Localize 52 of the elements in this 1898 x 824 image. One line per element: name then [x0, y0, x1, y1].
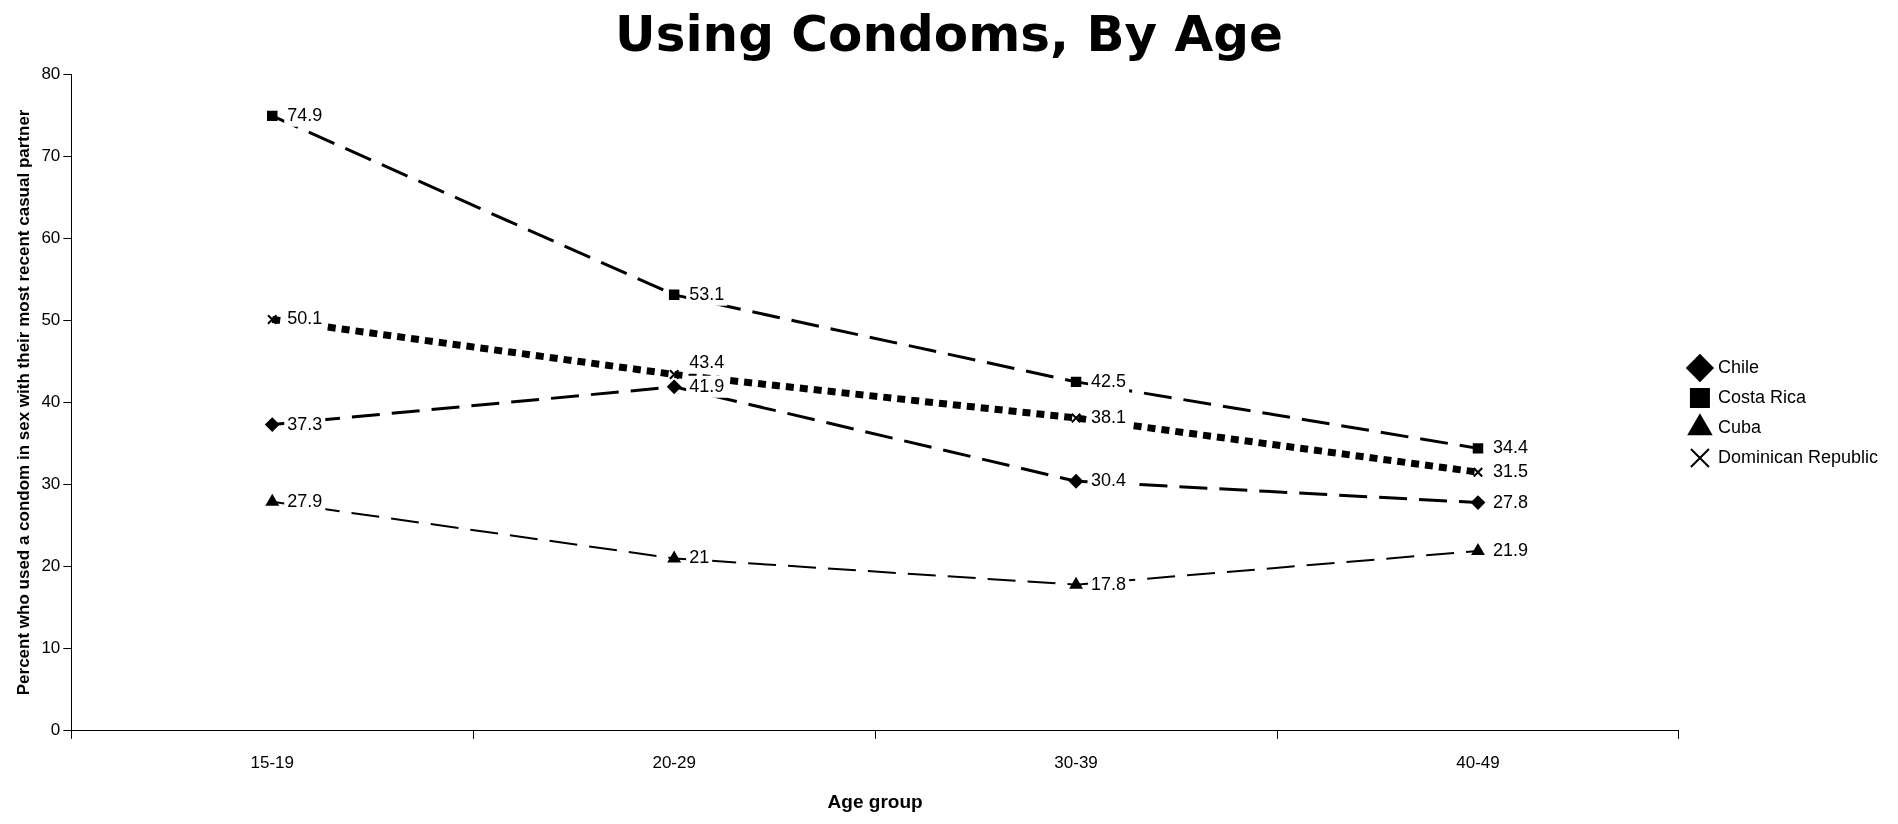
x-tick-label: 40-49 — [1456, 752, 1500, 772]
x-tick-label: 30-39 — [1054, 752, 1098, 772]
point — [265, 417, 280, 432]
data-label: 53.1 — [689, 283, 725, 304]
data-label: 38.1 — [1091, 406, 1127, 427]
data-label: 50.1 — [287, 308, 323, 329]
data-label: 37.3 — [287, 413, 323, 434]
data-label: 17.8 — [1091, 573, 1127, 594]
point — [1069, 474, 1084, 489]
data-label: 43.4 — [689, 351, 725, 372]
data-label: 41.9 — [689, 375, 725, 396]
point — [667, 379, 682, 394]
data-label: 74.9 — [287, 104, 323, 125]
data-label: 42.5 — [1091, 370, 1127, 391]
point — [668, 289, 680, 301]
x-tick-label: 15-19 — [250, 752, 294, 772]
point — [1069, 577, 1083, 589]
data-label: 27.8 — [1492, 491, 1529, 512]
y-tick-label: 50 — [41, 309, 61, 329]
data-label: 34.4 — [1492, 437, 1529, 458]
y-tick-label: 20 — [41, 556, 61, 576]
x-tick-label: 20-29 — [652, 752, 696, 772]
y-tick-label: 30 — [41, 474, 61, 494]
legend-label: Dominican Republic — [1717, 446, 1878, 467]
chart-title: Using Condoms, By Age — [615, 4, 1283, 63]
y-tick-label: 0 — [50, 720, 61, 740]
legend-label: Costa Rica — [1717, 386, 1807, 407]
point — [1472, 466, 1484, 478]
point — [1070, 376, 1082, 388]
y-tick-label: 10 — [41, 638, 61, 658]
y-tick-label: 60 — [41, 227, 61, 247]
data-label: 30.4 — [1091, 470, 1127, 491]
legend-label: Chile — [1717, 356, 1759, 377]
data-label: 31.5 — [1492, 461, 1529, 482]
data-label: 27.9 — [287, 490, 323, 511]
point — [266, 494, 279, 506]
point — [1470, 495, 1485, 510]
data-label: 21 — [689, 547, 710, 568]
y-tick-label: 40 — [41, 392, 61, 412]
point — [667, 551, 681, 563]
point — [1070, 412, 1082, 424]
x-axis-title: Age group — [827, 790, 923, 812]
point — [1472, 443, 1484, 454]
data-label: 21.9 — [1492, 539, 1529, 560]
point — [1471, 544, 1485, 555]
y-axis-title: Percent who used a condom in sex with their most recent casual partner — [13, 109, 33, 696]
y-tick-label: 70 — [41, 145, 61, 165]
point — [267, 110, 278, 122]
y-tick-label: 80 — [41, 63, 61, 83]
point — [267, 314, 278, 325]
point — [668, 369, 680, 380]
legend-label: Cuba — [1717, 416, 1762, 437]
